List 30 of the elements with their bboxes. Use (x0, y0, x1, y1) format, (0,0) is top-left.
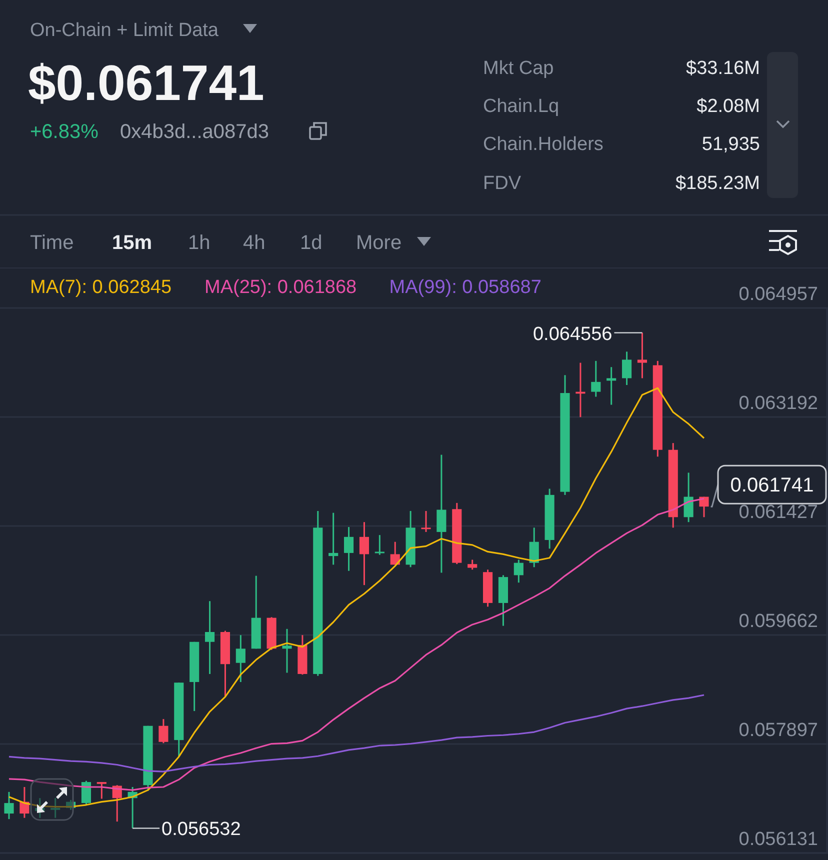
text: FDV (483, 173, 522, 194)
y-tick-label: 0.061427 (738, 502, 818, 523)
text: +6.83% (30, 121, 99, 143)
text: 0x4b3d...a087d3 (120, 121, 270, 143)
text: Chain.Holders (483, 134, 604, 155)
text: 51,935 (702, 134, 760, 155)
y-tick-label: 0.057897 (738, 720, 818, 741)
text: On-Chain + Limit Data (30, 20, 219, 41)
text: MA(7): 0.062845 (30, 277, 172, 298)
text: 1h (188, 232, 210, 254)
y-tick-label: 0.064957 (738, 284, 818, 305)
annotation: 0.056532 (162, 819, 241, 840)
text: 15m (112, 232, 152, 254)
text: More (356, 232, 402, 254)
ref-line-label: 0.061741 (730, 474, 814, 497)
text: $33.16M (686, 58, 760, 79)
y-tick-label: 0.059662 (738, 610, 818, 632)
y-tick-label: 0.056131 (738, 829, 818, 850)
y-tick-label: 0.063192 (738, 392, 818, 414)
text: 1d (300, 232, 322, 254)
text: MA(25): 0.061868 (204, 277, 357, 298)
chart-title: $0.061741 (28, 55, 264, 111)
annotation: 0.064556 (532, 324, 612, 345)
text: $185.23M (675, 173, 760, 194)
text: 4h (243, 232, 266, 254)
text: Chain.Lq (483, 96, 560, 117)
text: Time (30, 232, 74, 254)
text: $2.08M (696, 96, 760, 117)
text: MA(99): 0.058687 (389, 277, 542, 298)
text: Mkt Cap (483, 58, 554, 79)
